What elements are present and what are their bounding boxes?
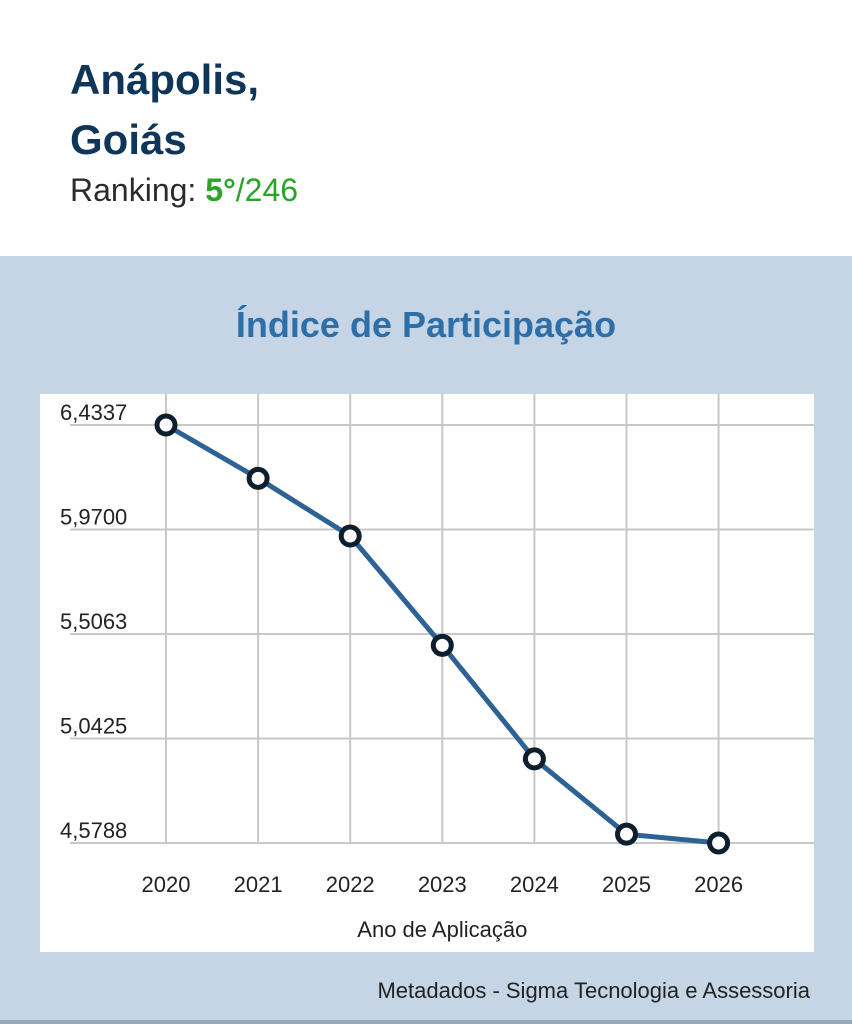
x-tick-label: 2026 [694, 872, 743, 897]
data-points [154, 413, 731, 855]
grid-layer [70, 394, 814, 844]
data-point-2023[interactable] [430, 633, 454, 657]
bottom-divider [0, 1020, 852, 1024]
x-tick-label: 2023 [418, 872, 467, 897]
header: Anápolis, Goiás Ranking: 5°/246 [0, 0, 852, 256]
x-axis-label: Ano de Aplicação [357, 917, 527, 942]
y-tick-label: 4,5788 [60, 818, 127, 843]
city-title: Anápolis, Goiás [70, 50, 259, 170]
data-point-2025[interactable] [615, 822, 638, 846]
state-name: Goiás [70, 116, 187, 163]
x-tick-label: 2021 [234, 872, 283, 897]
ranking-position: 5° [205, 172, 236, 208]
y-tick-label: 5,0425 [60, 714, 127, 739]
data-point-2022[interactable] [338, 524, 362, 548]
chart-area [40, 394, 814, 952]
y-tick-label: 5,9700 [60, 504, 127, 529]
footer-credit: Metadados - Sigma Tecnologia e Assessori… [377, 978, 810, 1003]
x-tick-label: 2024 [510, 872, 559, 897]
ranking-label: Ranking: [70, 172, 206, 208]
x-tick-label: 2022 [326, 872, 375, 897]
data-point-2024[interactable] [522, 747, 546, 771]
y-tick-label: 5,5063 [60, 609, 127, 634]
data-point-2020[interactable] [154, 413, 178, 437]
ranking-total: /246 [235, 172, 299, 208]
ranking: Ranking: 5°/246 [70, 168, 298, 212]
x-tick-label: 2025 [602, 872, 651, 897]
y-tick-labels: 6,4337 5,9700 5,5063 5,0425 4,5788 [60, 400, 127, 843]
city-name: Anápolis, [70, 56, 260, 103]
data-point-2021[interactable] [246, 466, 270, 490]
y-tick-label: 6,4337 [60, 400, 127, 425]
x-tick-labels: 2020 2021 2022 2023 2024 2025 2026 [142, 872, 744, 897]
data-point-2026[interactable] [707, 831, 731, 855]
chart-title: Índice de Participação [235, 304, 617, 345]
x-tick-label: 2020 [142, 872, 191, 897]
